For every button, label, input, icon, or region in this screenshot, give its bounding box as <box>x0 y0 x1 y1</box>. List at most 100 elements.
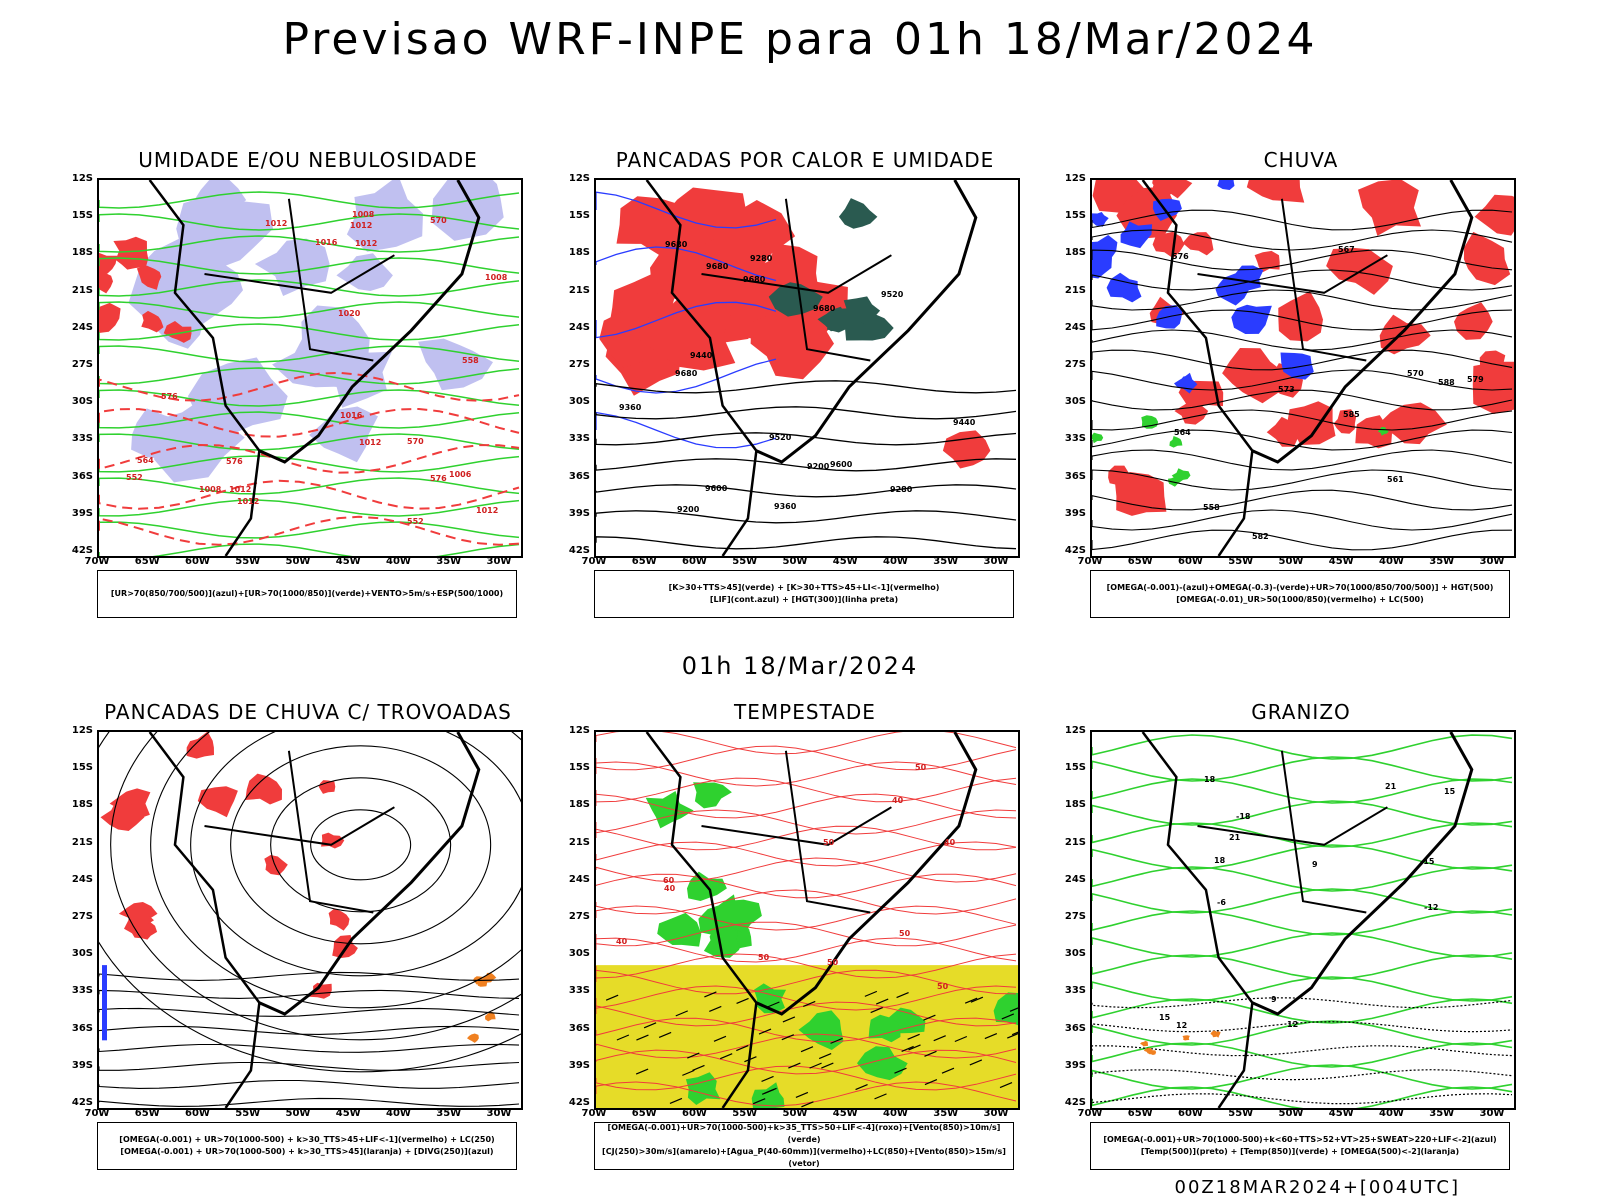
contour-thickness <box>99 515 520 546</box>
latitude-label: 42S <box>1064 1097 1086 1108</box>
panel-title: TEMPESTADE <box>734 700 876 724</box>
rain-area <box>1275 367 1304 385</box>
wind-vector <box>924 1050 937 1057</box>
streamline <box>99 1097 520 1107</box>
humidity-area <box>156 260 243 333</box>
wind-vector <box>752 1098 766 1105</box>
latitude-label: 15S <box>1064 210 1086 222</box>
longitude-label: 70W <box>84 1108 110 1119</box>
contour-label: 9280 <box>750 254 773 263</box>
contour-label: 1006 <box>449 470 472 479</box>
contour-label: 50 <box>758 953 770 962</box>
streamline <box>1092 529 1513 551</box>
longitude-label: 55W <box>732 556 758 567</box>
wind-vector <box>682 1069 695 1076</box>
coastline <box>258 180 481 464</box>
omega-area <box>1143 1047 1152 1055</box>
longitude-label: 35W <box>933 1108 959 1119</box>
latitude-label: 18S <box>568 799 590 811</box>
contour-label: 9680 <box>743 275 766 284</box>
contour-temp850 <box>1092 1064 1513 1090</box>
contour-temp850 <box>1092 822 1513 848</box>
longitude-label: 50W <box>285 1108 311 1119</box>
wind-area <box>993 992 1018 1026</box>
latitude-label: 12S <box>71 725 93 736</box>
legend-line: [OMEGA(-0.001) + UR>70(1000-500) + k>30_… <box>119 1135 495 1144</box>
longitude-label: 45W <box>335 556 361 567</box>
coastline <box>755 180 978 464</box>
legend-line: [K>30+TTS>45](verde) + [K>30+TTS>45+LI<-… <box>668 583 940 592</box>
streamline <box>1092 229 1513 251</box>
wind-area <box>711 899 762 934</box>
contour-green <box>99 323 520 341</box>
contour-hgt <box>596 432 1017 446</box>
contour-green <box>99 235 520 253</box>
longitude-label: 30W <box>486 1108 512 1119</box>
contour-green <box>99 543 520 556</box>
storm-area <box>321 832 345 849</box>
latitude-label: 36S <box>71 1022 93 1034</box>
longitude-label: 30W <box>1479 1108 1505 1119</box>
longitude-label: 45W <box>335 1108 361 1119</box>
contour-label: 588 <box>1438 378 1455 387</box>
contour-water <box>596 1049 1017 1075</box>
convection-area-green <box>817 306 847 332</box>
longitude-label: 65W <box>134 556 160 567</box>
wind-area <box>645 791 694 829</box>
contour-green <box>99 499 520 517</box>
contour-thickness <box>99 371 520 402</box>
contour-label: 40 <box>616 937 628 946</box>
contour-green <box>99 455 520 473</box>
contour-label: 9200 <box>807 462 830 471</box>
contour-label: 40 <box>892 796 904 805</box>
omega-area <box>1182 1035 1190 1041</box>
longitude-label: 30W <box>1479 556 1505 567</box>
omega-area <box>1280 352 1314 380</box>
contour-label: 50 <box>899 929 911 938</box>
latitude-label: 21S <box>71 836 93 848</box>
streamline <box>110 732 521 1041</box>
contour-water <box>596 745 1017 771</box>
contour-label: 1012 <box>265 219 287 228</box>
humidity-area <box>418 338 493 391</box>
contour-label: 552 <box>407 517 424 526</box>
contour-green <box>99 389 520 407</box>
longitude-label: 35W <box>436 1108 462 1119</box>
latitude-label: 42S <box>71 1097 93 1108</box>
omega-area <box>1231 304 1272 334</box>
rain-area <box>1287 401 1336 445</box>
longitude-label: 45W <box>1328 1108 1354 1119</box>
omega-strong-area <box>1169 436 1183 448</box>
contour-label: 576 <box>226 457 243 466</box>
contour-label: 9440 <box>690 351 713 360</box>
wind-vector <box>709 1005 722 1012</box>
contour-label: 21 <box>1385 782 1397 791</box>
convection-area <box>650 224 751 309</box>
contour-label: 558 <box>462 356 479 365</box>
latitude-label: 33S <box>568 985 590 997</box>
contour-green <box>99 521 520 539</box>
latitude-label: 39S <box>71 507 93 519</box>
latitude-label: 36S <box>568 1022 590 1034</box>
contour-temp500 <box>1092 1069 1513 1081</box>
contour-label: 552 <box>126 473 143 482</box>
contour-label: 1012 <box>229 485 251 494</box>
border-line <box>148 732 261 1108</box>
contour-label: 561 <box>1387 475 1404 484</box>
storm-area <box>124 907 154 934</box>
latitude-label: 12S <box>568 173 590 184</box>
contour-water <box>596 889 1017 915</box>
longitude-label: 50W <box>1278 556 1304 567</box>
latitude-label: 42S <box>1064 545 1086 556</box>
streamline <box>99 971 520 981</box>
contour-label: 576 <box>1172 252 1189 261</box>
wind-area <box>685 1072 721 1105</box>
contour-green <box>99 345 520 363</box>
map-panel: 50 50 40 40 40 50 50 50 40 50 60 <box>594 730 1020 1110</box>
contour-label: 21 <box>1229 833 1241 842</box>
contour-green <box>99 191 520 209</box>
contour-label: 12 <box>1287 1020 1298 1029</box>
streamline <box>1092 489 1513 511</box>
longitude-label: 60W <box>185 556 210 567</box>
streamline <box>230 745 492 945</box>
